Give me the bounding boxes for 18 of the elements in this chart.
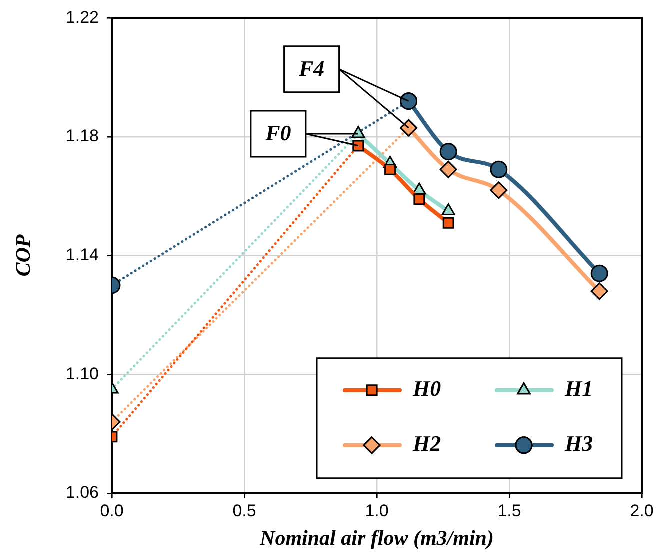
annotation: F4 (298, 56, 325, 82)
legend-label: H1 (564, 376, 594, 402)
x-tick-label: 1.5 (498, 501, 522, 520)
x-tick-label: 2.0 (630, 501, 654, 520)
y-tick-label: 1.10 (66, 364, 99, 384)
y-tick-label: 1.14 (66, 245, 99, 264)
legend-label: H0 (412, 376, 442, 402)
y-tick-label: 1.18 (66, 126, 99, 146)
x-tick-label: 1.0 (365, 501, 389, 520)
legend-label: H3 (564, 431, 594, 456)
y-axis-title: COP (11, 234, 36, 277)
legend-label: H2 (412, 431, 442, 456)
y-tick-label: 1.22 (66, 8, 99, 27)
x-tick-label: 0.0 (100, 501, 124, 520)
x-axis-title: Nominal air flow (m3/min) (259, 526, 494, 550)
annotation: F0 (264, 120, 292, 146)
x-tick-label: 0.5 (232, 501, 256, 520)
y-tick-label: 1.06 (66, 483, 99, 502)
